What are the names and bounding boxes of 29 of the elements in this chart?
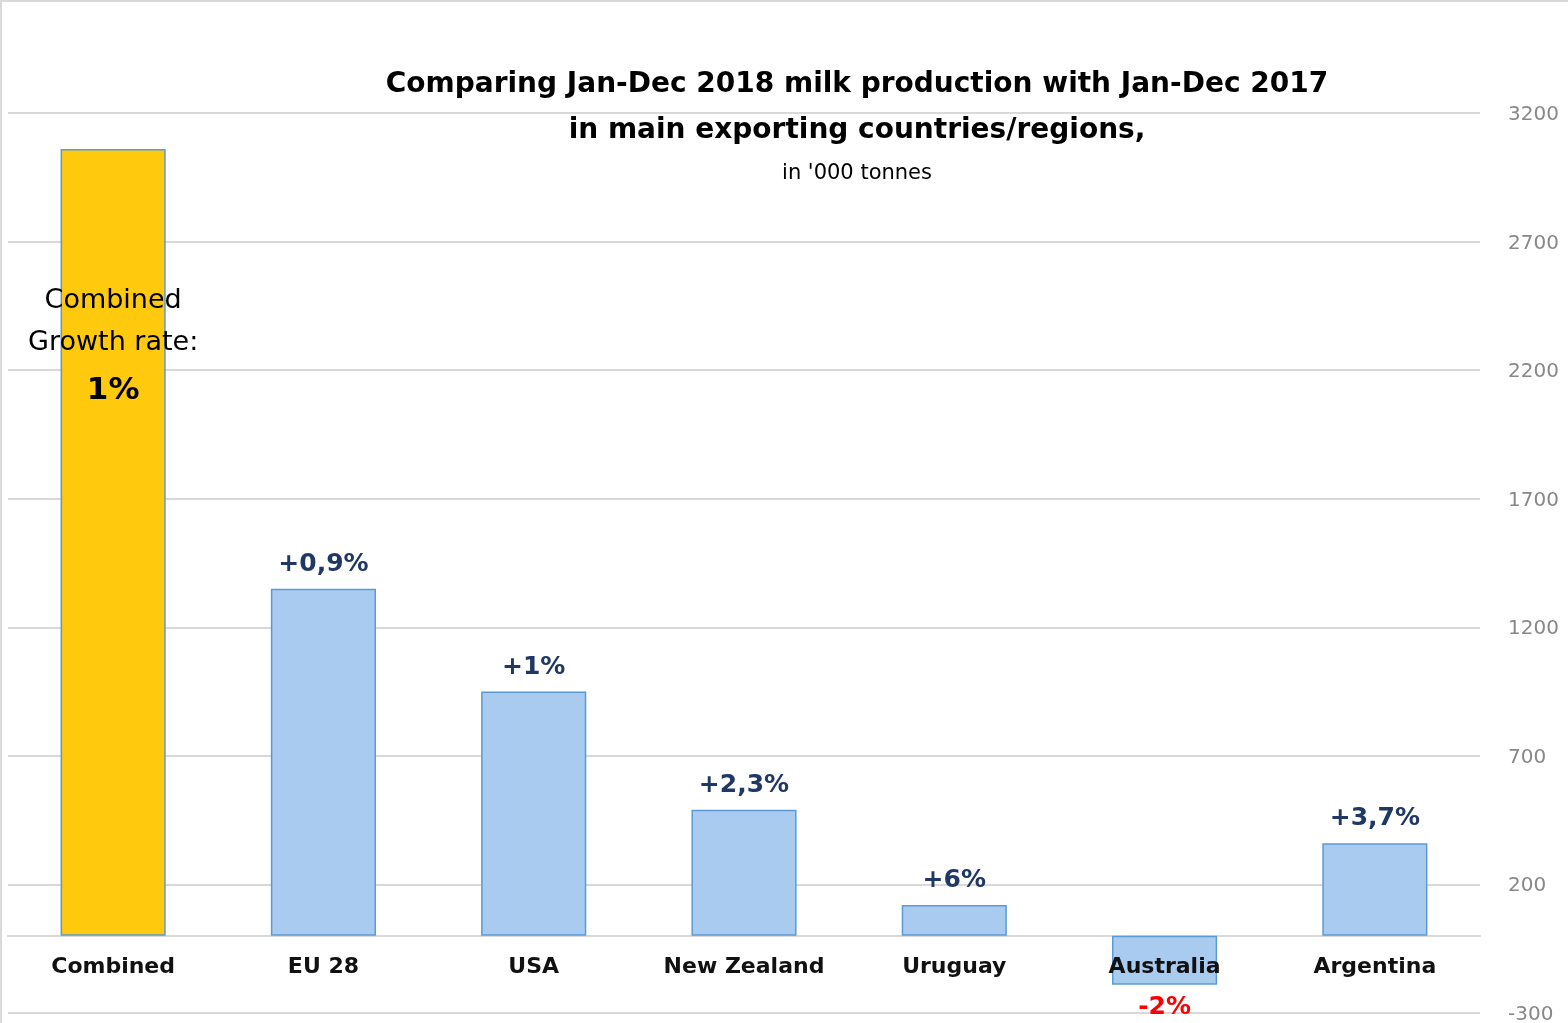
annotation: +6%: [922, 864, 986, 893]
y-tick-label: 200: [1508, 872, 1547, 897]
bar: [901, 905, 1007, 936]
annotation: +3,7%: [1329, 802, 1421, 832]
annotation: -2%: [1138, 990, 1191, 1020]
annotation: +0,9%: [278, 547, 369, 577]
text: in '000 tonnes: [782, 159, 932, 184]
y-tick-label: 3200: [1508, 101, 1559, 125]
x-tick-label: New Zealand: [663, 953, 825, 979]
y-tick-label: 2700: [1508, 229, 1559, 254]
x-tick-label: EU 28: [287, 953, 360, 979]
y-tick-label: 1200: [1508, 615, 1559, 640]
bar: [270, 588, 376, 936]
bar: [481, 691, 587, 936]
annotation: +2,3%: [698, 768, 790, 798]
x-tick-label: Uruguay: [902, 953, 1007, 979]
x-tick-label: Argentina: [1313, 953, 1437, 979]
x-tick-label: Combined: [51, 953, 176, 979]
y-tick-label: -300: [1508, 1001, 1554, 1023]
x-tick-label: Australia: [1108, 953, 1221, 979]
bar: [1322, 843, 1428, 936]
y-tick-label: 1700: [1508, 486, 1559, 511]
annotation: +1%: [502, 650, 566, 680]
bar: [691, 809, 797, 936]
annotation: 1%: [86, 370, 140, 406]
x-tick-label: USA: [508, 953, 560, 979]
chart-title: Comparing Jan-Dec 2018 milk production with Jan-Dec 2017 in main exporting countries/regions,: [385, 65, 1329, 145]
y-tick-label: 2200: [1508, 358, 1559, 383]
y-tick-label: 700: [1508, 743, 1547, 768]
